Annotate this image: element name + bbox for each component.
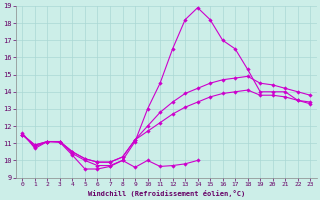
X-axis label: Windchill (Refroidissement éolien,°C): Windchill (Refroidissement éolien,°C) — [88, 190, 245, 197]
